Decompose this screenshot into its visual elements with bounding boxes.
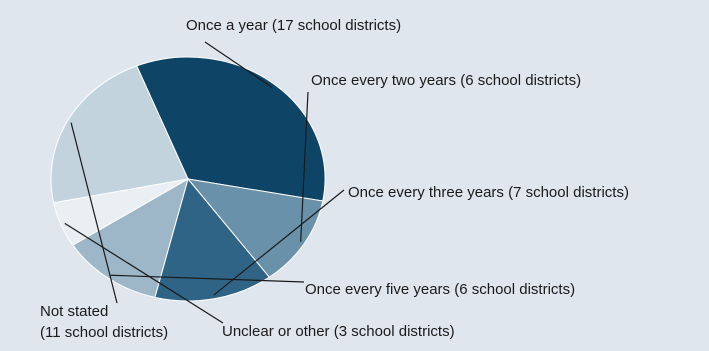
- label-once-every-three-years: Once every three years (7 school distric…: [348, 184, 629, 201]
- label-unclear-or-other: Unclear or other (3 school districts): [222, 323, 455, 340]
- leader-once-every-three-years: [213, 189, 345, 296]
- leader-once-a-year: [204, 41, 273, 88]
- label-not-stated-line1: Not stated: [40, 303, 108, 320]
- label-once-every-two-years: Once every two years (6 school districts…: [311, 72, 581, 89]
- leader-unclear-or-other: [64, 222, 224, 324]
- slice-once-every-two-years: [186, 178, 324, 278]
- leader-not-stated: [70, 122, 118, 304]
- slice-not-stated: [50, 65, 189, 204]
- label-once-a-year: Once a year (17 school districts): [186, 17, 401, 34]
- leader-once-every-five-years: [110, 274, 305, 283]
- slice-once-every-five-years: [72, 177, 189, 298]
- label-once-every-five-years: Once every five years (6 school district…: [305, 281, 575, 298]
- leader-once-every-two-years: [300, 91, 309, 242]
- slice-once-a-year: [136, 56, 326, 202]
- leader-lines: [64, 41, 345, 324]
- label-not-stated-line2: (11 school districts): [40, 324, 168, 341]
- pie-slices: [50, 56, 326, 302]
